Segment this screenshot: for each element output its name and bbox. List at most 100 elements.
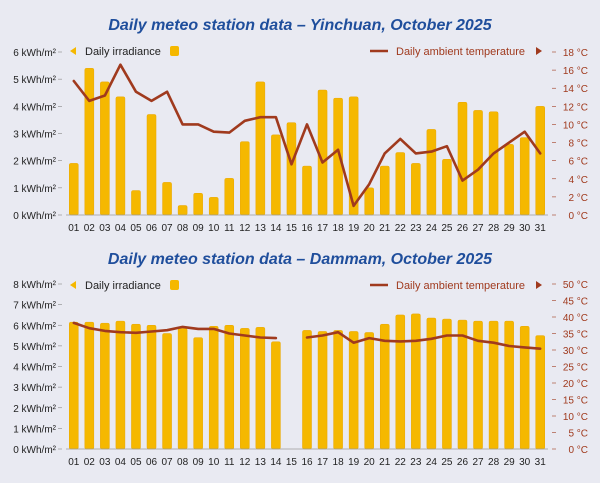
irradiance-bar <box>224 178 235 216</box>
legend-temperature: Daily ambient temperature <box>396 46 525 58</box>
x-tick-label: 07 <box>162 223 174 234</box>
x-tick-label: 14 <box>270 457 282 468</box>
irradiance-bar <box>224 325 235 450</box>
y-right-tick-label: 14 °C <box>563 84 588 95</box>
x-tick-label: 26 <box>457 457 469 468</box>
x-tick-label: 29 <box>504 457 516 468</box>
x-tick-label: 28 <box>488 223 500 234</box>
x-tick-label: 04 <box>115 223 127 234</box>
legend-pointer-left-icon <box>70 281 76 289</box>
x-tick-label: 08 <box>177 223 189 234</box>
irradiance-bar <box>535 335 545 450</box>
x-tick-label: 09 <box>193 457 205 468</box>
y-left-tick-label: 8 kWh/m² <box>13 280 56 291</box>
irradiance-bar <box>364 332 374 450</box>
x-tick-label: 08 <box>177 457 189 468</box>
y-right-tick-label: 20 °C <box>563 379 588 390</box>
irradiance-bar <box>286 122 297 216</box>
irradiance-bar <box>302 165 312 216</box>
x-tick-label: 10 <box>208 223 220 234</box>
chart-title: Daily meteo station data – Yinchuan, Oct… <box>108 17 492 34</box>
x-tick-label: 19 <box>348 457 360 468</box>
legend-bar-swatch-icon <box>170 46 179 56</box>
irradiance-bar <box>395 314 406 450</box>
y-left-tick-label: 3 kWh/m² <box>13 130 56 141</box>
irradiance-bar <box>255 327 266 450</box>
yinchuan-chart: Daily meteo station data – Yinchuan, Oct… <box>13 17 588 234</box>
y-right-tick-label: 10 °C <box>563 120 588 131</box>
x-tick-label: 28 <box>488 457 500 468</box>
y-left-tick-label: 0 kWh/m² <box>13 211 56 222</box>
y-right-tick-label: 2 °C <box>568 193 588 204</box>
legend: Daily irradiance Daily ambient temperatu… <box>85 280 525 292</box>
x-tick-label: 23 <box>410 457 422 468</box>
y-left-tick-label: 6 kWh/m² <box>13 321 56 332</box>
irradiance-bar <box>69 163 79 216</box>
y-right-tick-label: 45 °C <box>563 297 588 308</box>
x-tick-label: 03 <box>99 223 111 234</box>
x-tick-label: 30 <box>519 457 531 468</box>
irradiance-bar <box>177 205 188 216</box>
y-left-tick-label: 6 kWh/m² <box>13 48 56 59</box>
x-tick-label: 13 <box>255 223 267 234</box>
x-tick-label: 04 <box>115 457 127 468</box>
y-right-tick-label: 8 °C <box>568 139 588 150</box>
irradiance-bar <box>535 106 545 216</box>
irradiance-bar <box>146 114 157 216</box>
irradiance-bar <box>411 163 421 216</box>
x-tick-label: 15 <box>286 457 298 468</box>
y-right-tick-label: 5 °C <box>568 429 588 440</box>
x-tick-label: 27 <box>472 457 484 468</box>
irradiance-bar <box>162 182 172 216</box>
x-tick-label: 29 <box>504 223 516 234</box>
irradiance-bar <box>162 333 172 450</box>
x-tick-label: 02 <box>84 457 96 468</box>
y-left-tick-label: 3 kWh/m² <box>13 383 56 394</box>
y-right-tick-label: 18 °C <box>563 48 588 59</box>
y-right-tick-label: 40 °C <box>563 313 588 324</box>
legend-label: Daily ambient temperature <box>396 280 525 292</box>
y-left-tick-label: 4 kWh/m² <box>13 102 56 113</box>
irradiance-bar <box>519 326 530 450</box>
y-left-tick-label: 1 kWh/m² <box>13 424 56 435</box>
x-tick-label: 30 <box>519 223 531 234</box>
y-right-tick-label: 35 °C <box>563 330 588 341</box>
x-tick-label: 21 <box>379 457 391 468</box>
y-right-tick-label: 4 °C <box>568 175 588 186</box>
x-tick-label: 25 <box>441 457 453 468</box>
legend-pointer-right-icon <box>536 47 542 55</box>
irradiance-bar <box>84 68 95 216</box>
chart-title: Daily meteo station data – Dammam, Octob… <box>108 251 493 268</box>
y-left-tick-label: 0 kWh/m² <box>13 445 56 456</box>
irradiance-bar <box>208 197 219 216</box>
x-tick-label: 06 <box>146 223 158 234</box>
irradiance-bar <box>193 193 203 216</box>
irradiance-bar <box>193 337 203 450</box>
irradiance-bar <box>317 331 328 450</box>
x-tick-label: 24 <box>426 223 438 234</box>
irradiance-bar <box>379 323 390 450</box>
y-left-tick-label: 5 kWh/m² <box>13 75 56 86</box>
y-right-tick-label: 15 °C <box>563 396 588 407</box>
irradiance-bar <box>240 328 250 450</box>
y-right-tick-label: 0 °C <box>568 445 588 456</box>
x-tick-label: 20 <box>364 457 376 468</box>
y-right-tick-label: 0 °C <box>568 211 588 222</box>
irradiance-bar <box>519 137 530 216</box>
irradiance-bar <box>100 322 110 450</box>
x-tick-label: 16 <box>301 223 313 234</box>
x-tick-label: 19 <box>348 223 360 234</box>
irradiance-bar <box>69 321 79 450</box>
temperature-line <box>72 321 278 340</box>
x-tick-label: 18 <box>333 457 345 468</box>
irradiance-bar <box>488 111 499 216</box>
irradiance-bar <box>271 134 281 216</box>
y-left-tick-label: 5 kWh/m² <box>13 342 56 353</box>
irradiance-bar <box>457 102 468 216</box>
y-left-tick-label: 7 kWh/m² <box>13 301 56 312</box>
y-right-tick-label: 10 °C <box>563 412 588 423</box>
x-tick-label: 10 <box>208 457 220 468</box>
irradiance-bar <box>395 152 406 216</box>
legend-label: Daily irradiance <box>85 280 161 292</box>
irradiance-bar <box>131 190 141 216</box>
